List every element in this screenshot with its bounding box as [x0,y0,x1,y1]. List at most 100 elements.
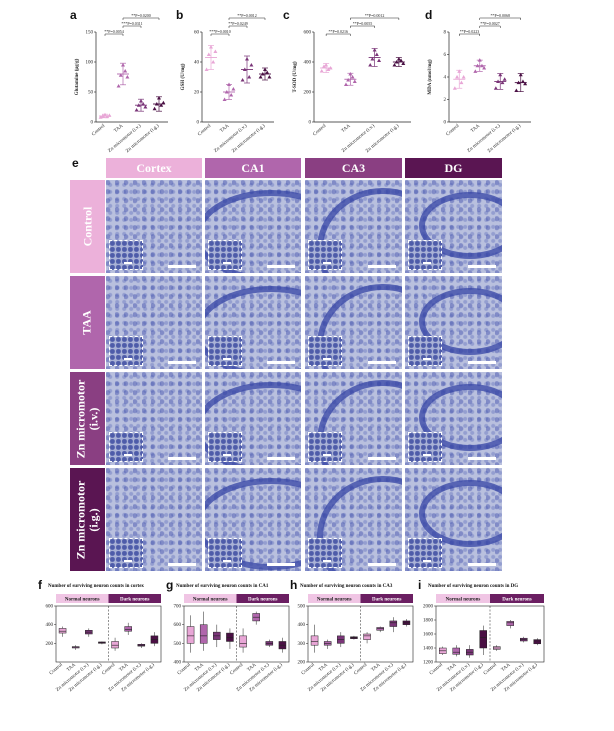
box [376,627,384,631]
y-tick-label: 6 [444,53,447,58]
data-point [98,115,103,119]
sig-bracket [122,17,160,20]
cell-layer-band [205,478,301,570]
title-ca1: Number of surviving neuron counts in CA1 [176,584,269,589]
magnified-inset [208,336,242,366]
sig-label: **P=0.0012 [365,13,384,18]
normal-neurons-label: Normal neurons [317,598,352,603]
y-tick-label: 2 [444,98,447,103]
data-point [123,69,128,73]
inset-scale-bar [323,454,331,456]
sig-label: ***P=0.0311 [121,21,142,26]
data-point [161,100,166,105]
data-point [500,80,505,85]
y-tick-label: 20 [194,91,200,96]
y-tick-label: 500 [298,605,306,610]
box [389,620,398,627]
data-point [370,57,375,61]
data-point [159,103,164,107]
data-point [514,88,519,92]
inset-scale-bar [423,560,431,562]
box [533,639,541,645]
x-tick-label: TAA [371,662,382,672]
inset-scale-bar [223,262,231,264]
box [226,632,234,642]
dark-neurons-label: Dark neurons [372,598,402,603]
y-tick-label: 0 [91,121,94,126]
y-tick-label: 200 [298,661,306,666]
inset-scale-bar [124,358,132,360]
y-tick-label: 150 [86,31,94,36]
micrograph-dg-row3 [405,468,502,571]
sig-label: ***P=0.0010 [209,29,230,34]
box [186,626,195,644]
y-tick-label: 0 [444,121,447,126]
y-tick-label: 400 [46,623,54,628]
y-tick-label: 400 [304,61,312,66]
x-tick-label: TAA [219,123,230,133]
micrograph-ca3-row2 [305,372,402,465]
x-tick-label: Control [197,123,212,137]
x-tick-label: TAA [318,662,329,672]
x-tick-label: Control [49,662,64,676]
cell-layer-band [419,480,502,547]
inset-scale-bar [223,358,231,360]
data-point [141,102,146,106]
data-point [204,67,209,71]
y-tick-label: 1600 [423,633,434,638]
cell-layer-band [317,380,402,465]
box [452,647,460,655]
row-header-taa: TAA [70,276,105,369]
y-tick-label: 600 [174,623,182,628]
data-point [118,73,123,77]
inset-scale-bar [423,358,431,360]
y-tick-label: 60 [194,31,200,36]
dark-neurons-band [236,594,289,603]
magnified-inset [408,336,442,366]
sig-bracket [479,25,501,28]
panel-letter-f: f [38,578,42,592]
micrograph-ca3-row0 [305,180,402,273]
scale-bar [168,563,196,566]
y-tick-label: 8 [444,31,447,36]
col-header-cortex: Cortex [106,158,202,178]
data-point [350,75,355,79]
data-point [368,63,373,67]
y-axis-label: Glutamine (μg/g) [75,58,80,95]
data-point [374,52,379,56]
cell-layer-band [317,188,402,273]
sig-label: **P=0.0068 [491,13,510,18]
panel-letter-c: c [283,8,290,22]
inset-scale-bar [124,454,132,456]
normal-neurons-band [308,594,361,603]
inset-scale-bar [223,454,231,456]
data-point [459,80,464,85]
title-cortex: Number of surviving neuron counts in cor… [48,584,144,589]
data-point [399,58,404,62]
data-point [247,75,252,79]
magnified-inset [408,538,442,568]
data-point [319,69,324,73]
data-point [222,97,227,101]
sig-label: **P=0.0223 [460,29,479,34]
box [58,628,67,634]
sig-bracket [459,33,480,36]
sig-label: **P=0.0216 [329,29,348,34]
cell-layer-band [205,286,301,369]
x-tick-label: Control [91,123,106,137]
sig-bracket [210,33,230,36]
y-tick-label: 2000 [423,605,434,610]
col-header-ca3: CA3 [305,158,402,178]
data-point [523,81,528,86]
y-tick-label: 400 [298,623,306,628]
col-header-dg: DG [405,158,502,178]
sig-bracket [350,17,400,20]
magnified-inset [308,240,342,270]
y-tick-label: 200 [46,642,54,647]
inset-scale-bar [423,262,431,264]
y-tick-label: 0 [309,121,312,126]
scale-bar [368,361,396,364]
data-point [267,75,272,79]
y-tick-label: 600 [304,31,312,36]
sig-label: **P=0.0027 [480,21,499,26]
